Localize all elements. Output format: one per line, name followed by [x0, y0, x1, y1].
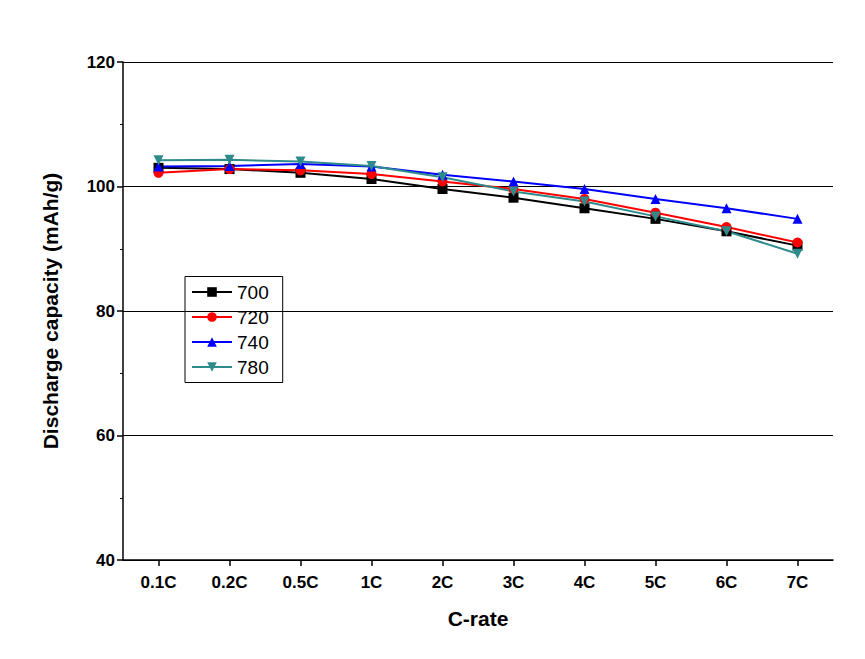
svg-text:40: 40 — [96, 551, 115, 570]
svg-text:740: 740 — [237, 332, 269, 353]
svg-text:780: 780 — [237, 357, 269, 378]
svg-text:6C: 6C — [716, 573, 738, 592]
svg-text:4C: 4C — [574, 573, 596, 592]
svg-text:5C: 5C — [645, 573, 667, 592]
svg-text:80: 80 — [96, 302, 115, 321]
svg-text:3C: 3C — [503, 573, 525, 592]
svg-text:100: 100 — [87, 177, 115, 196]
svg-text:7C: 7C — [787, 573, 809, 592]
svg-text:1C: 1C — [361, 573, 383, 592]
svg-text:720: 720 — [237, 307, 269, 328]
svg-text:0.2C: 0.2C — [212, 573, 248, 592]
svg-text:C-rate: C-rate — [448, 607, 509, 630]
svg-text:0.1C: 0.1C — [141, 573, 177, 592]
svg-text:0.5C: 0.5C — [283, 573, 319, 592]
svg-text:120: 120 — [87, 53, 115, 72]
svg-text:700: 700 — [237, 282, 269, 303]
svg-text:60: 60 — [96, 426, 115, 445]
svg-text:2C: 2C — [432, 573, 454, 592]
svg-text:Discharge capacity (mAh/g): Discharge capacity (mAh/g) — [39, 173, 62, 450]
